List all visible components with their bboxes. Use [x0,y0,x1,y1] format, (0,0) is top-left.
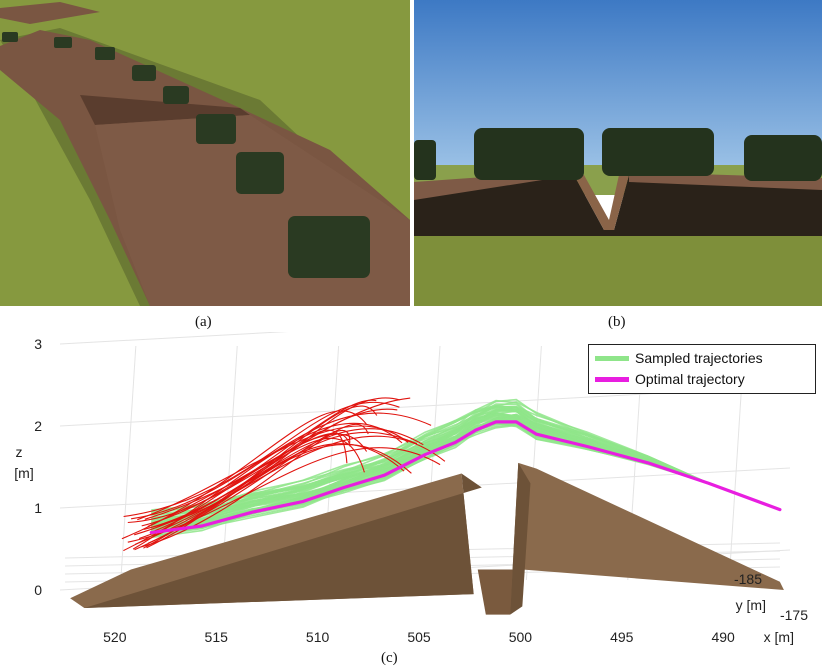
x-tick-label: 510 [306,629,330,645]
legend-swatch-sampled [595,355,629,361]
unsafe-trajectory-line [138,435,446,540]
legend-item-sampled: Sampled trajectories [595,348,763,368]
terrain-ramp-left-face [84,473,482,609]
z-tick-label: 0 [34,582,42,598]
optimal-trajectory-line [149,420,782,535]
sampled-trajectory-line [151,406,781,514]
terrain-ramp-right-face [510,462,531,615]
unsafe-trajectory-line [150,428,424,534]
z-tick-label: 3 [34,336,42,352]
legend-label-optimal: Optimal trajectory [635,371,745,387]
unsafe-trajectory-line [143,405,378,549]
z-tick-label: 1 [34,500,42,516]
terrain-trench [477,569,521,615]
x-tick-label: 515 [205,629,229,645]
render-b-illustration [414,0,822,306]
render-a-illustration [0,0,410,306]
x-tick-label: 520 [103,629,127,645]
legend-item-optimal: Optimal trajectory [595,369,745,389]
unsafe-trajectory-line [127,447,441,543]
x-tick-label: 505 [407,629,431,645]
z-tick-label: 2 [34,418,42,434]
caption-b: (b) [608,314,626,330]
trajectory-plot: 520 515 510 505 500 495 490 0 1 2 3 -185 -175 y [m] x … [0,303,822,650]
caption-c: (c) [381,650,398,666]
legend-label-sampled: Sampled trajectories [635,350,763,366]
unsafe-trajectory-line [141,399,377,527]
unsafe-trajectory-line [146,443,405,549]
y-tick-label: -185 [734,571,762,587]
unsafe-trajectories [121,397,446,552]
terrain-ramp-right [510,462,784,615]
x-tick-label: 500 [509,629,533,645]
render-panel-b [414,0,822,306]
unsafe-trajectory-line [131,412,432,520]
unsafe-trajectory-line [121,410,367,540]
unsafe-trajectory-line [137,425,409,521]
plot-svg: 520 515 510 505 500 495 490 0 1 2 3 -185 -175 y [m] x … [14,303,808,645]
legend-swatch-optimal [595,376,629,382]
x-tick-label: 490 [711,629,735,645]
z-axis-unit: [m] [14,465,33,481]
x-axis-label: x [m] [764,629,794,645]
axis-ticks: 520 515 510 505 500 495 490 0 1 2 3 -185 -175 y [m] x … [14,336,808,645]
y-tick-label: -175 [780,607,808,623]
z-axis-label: z [16,444,23,460]
caption-a: (a) [195,314,212,330]
legend: Sampled trajectories Optimal trajectory [588,344,816,394]
terrain-surface [70,462,784,615]
y-axis-label: y [m] [736,597,766,613]
render-panel-a [0,0,410,306]
sampled-trajectory-line [151,399,781,520]
x-tick-label: 495 [610,629,634,645]
unsafe-trajectory-line [147,432,351,528]
